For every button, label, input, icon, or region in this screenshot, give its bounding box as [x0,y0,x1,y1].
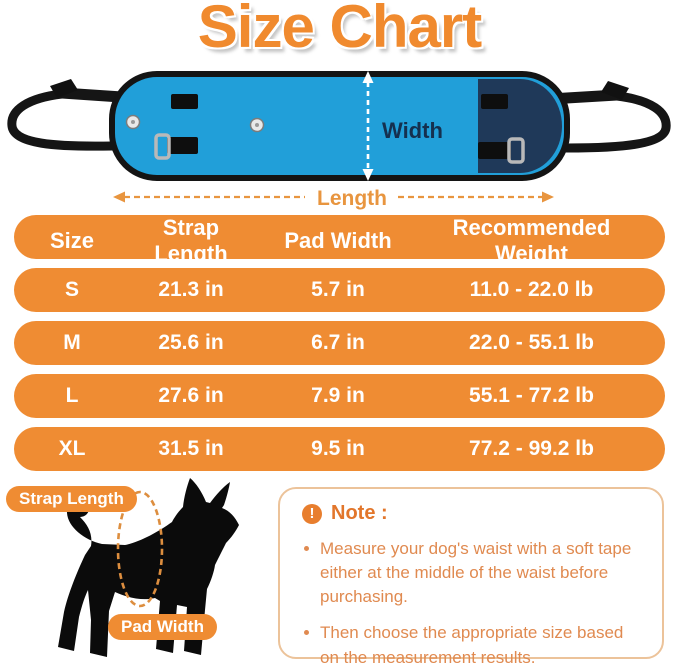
harness-illustration: Width Length [7,71,671,210]
table-header-row: Size Strap Length Pad Width Recommended … [14,215,665,266]
cell-size: M [63,331,81,354]
page-title: Size Chart [197,0,482,60]
dog-measure-diagram [58,478,239,657]
cell-weight: 22.0 - 55.1 lb [469,331,594,354]
left-strap-knot [50,79,78,98]
cell-strap-length: 27.6 in [158,384,224,407]
right-handle-strap [497,91,671,153]
width-arrow-top-head [362,71,374,83]
header-pad-width: Pad Width [284,228,392,253]
dog-silhouette [58,478,239,657]
cell-strap-length: 31.5 in [158,437,224,460]
cell-size: XL [58,437,86,460]
cell-weight: 55.1 - 77.2 lb [469,384,594,407]
size-table: Size Strap Length Pad Width Recommended … [14,215,665,480]
left-handle-strap [7,89,191,151]
snap-rivet-center-dot [255,123,259,127]
note-title: Note : [331,502,388,524]
cell-size: L [65,384,79,407]
waist-measure-ellipse [116,490,164,608]
width-arrow-bottom-head [362,169,374,181]
cell-pad-width: 9.5 in [311,437,365,460]
exclamation-icon: ! [302,503,322,524]
length-arrow-right-head [542,191,554,203]
table-row: L 27.6 in 7.9 in 55.1 - 77.2 lb [14,374,665,418]
note-item-text: Then choose the appropriate size based o… [320,623,624,667]
note-box: ! Note : Measure your dog's waist with a… [278,487,664,667]
length-arrow-left-head [113,191,125,203]
table-row: XL 31.5 in 9.5 in 77.2 - 99.2 lb [14,427,665,471]
width-label: Width [382,118,443,143]
left-upper-patch [171,94,198,109]
cell-strap-length: 25.6 in [158,331,224,354]
pad-body [112,74,567,178]
left-d-ring [154,133,171,160]
right-d-ring [507,137,525,164]
cell-pad-width: 5.7 in [311,278,365,301]
right-strap-knot [601,81,629,100]
left-lower-patch [167,137,198,154]
bullet-dot-icon [304,546,309,551]
cell-size: S [64,278,79,301]
bullet-dot-icon [304,630,309,636]
note-header: ! Note : [302,502,646,525]
cell-weight: 77.2 - 99.2 lb [469,437,594,460]
cell-pad-width: 6.7 in [311,331,365,354]
table-row: M 25.6 in 6.7 in 22.0 - 55.1 lb [14,321,665,365]
strap-length-badge: Strap Length [6,486,137,512]
header-recommended-weight: Recommended Weight [452,215,611,266]
snap-rivet-left-center [131,120,135,124]
pad-trim [109,71,570,181]
pad-width-badge: Pad Width [108,614,217,640]
length-label: Length [317,187,387,210]
cell-pad-width: 7.9 in [311,384,365,407]
right-upper-patch [481,94,508,109]
note-item-text: Measure your dog's waist with a soft tap… [320,539,632,607]
header-strap-length: Strap Length [154,215,228,266]
header-size: Size [49,228,95,253]
cell-strap-length: 21.3 in [158,278,224,301]
cell-weight: 11.0 - 22.0 lb [469,278,594,301]
note-item: Measure your dog's waist with a soft tap… [304,537,646,609]
right-lower-patch [478,142,511,159]
note-list: Measure your dog's waist with a soft tap… [304,537,646,670]
note-item: Then choose the appropriate size based o… [304,621,646,669]
table-row: S 21.3 in 5.7 in 11.0 - 22.0 lb [14,268,665,312]
